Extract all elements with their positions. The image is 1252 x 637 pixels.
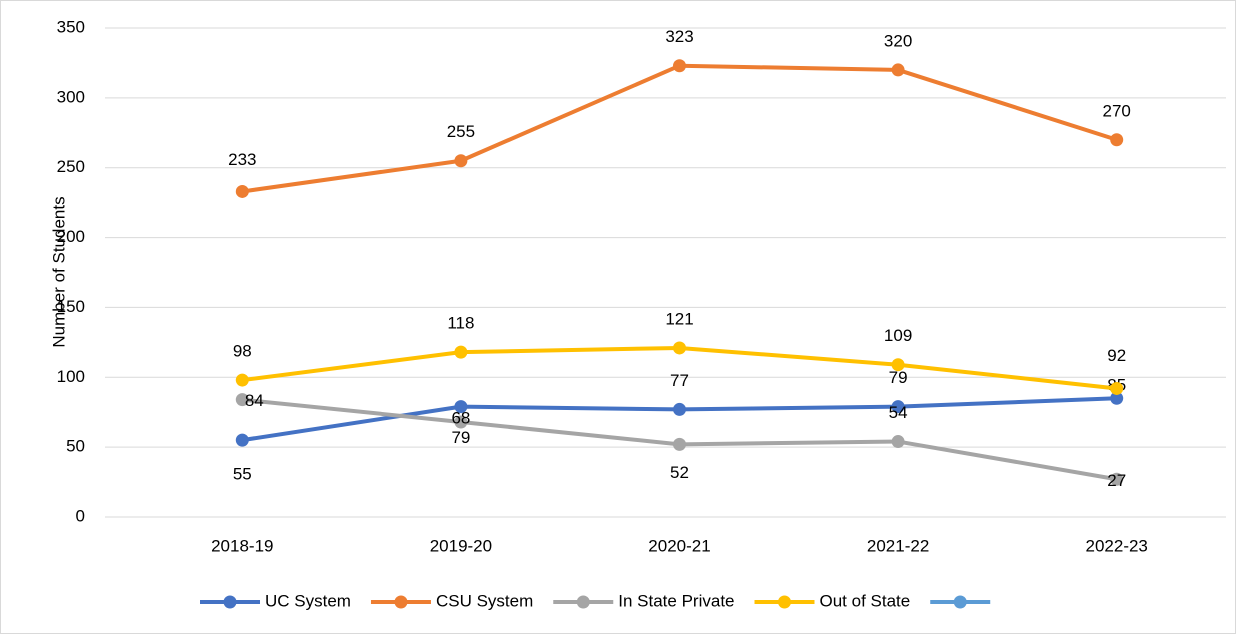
data-label: 92 bbox=[1107, 346, 1126, 365]
y-tick-label: 150 bbox=[57, 297, 85, 316]
point bbox=[673, 341, 686, 355]
point bbox=[1110, 381, 1124, 395]
point bbox=[235, 433, 249, 447]
y-tick-label: 250 bbox=[57, 157, 85, 176]
data-label: 54 bbox=[889, 403, 908, 422]
data-label: 323 bbox=[665, 27, 693, 46]
legend-marker bbox=[394, 595, 408, 609]
legend-label: In State Private bbox=[618, 591, 734, 610]
data-label: 52 bbox=[670, 463, 689, 482]
point bbox=[235, 393, 249, 407]
legend-marker bbox=[576, 595, 590, 609]
data-label: 98 bbox=[233, 342, 252, 361]
point bbox=[673, 402, 686, 416]
point bbox=[891, 435, 905, 449]
data-label: 77 bbox=[670, 371, 689, 390]
y-tick-label: 50 bbox=[66, 437, 85, 456]
y-tick-label: 100 bbox=[57, 367, 85, 386]
data-label: 121 bbox=[665, 309, 693, 328]
legend-label: Out of State bbox=[820, 591, 911, 610]
point bbox=[891, 63, 905, 77]
data-label: 118 bbox=[447, 314, 474, 333]
y-tick-label: 200 bbox=[57, 227, 85, 246]
data-label: 320 bbox=[884, 31, 912, 50]
legend-marker bbox=[778, 595, 791, 609]
data-label: 27 bbox=[1107, 471, 1126, 490]
y-tick-label: 300 bbox=[57, 87, 85, 106]
y-axis-title: Number of Students bbox=[49, 196, 68, 347]
point bbox=[1110, 133, 1124, 147]
point bbox=[891, 358, 905, 372]
point bbox=[454, 400, 468, 414]
point bbox=[235, 373, 249, 387]
y-tick-label: 350 bbox=[57, 17, 85, 36]
data-label: 270 bbox=[1103, 101, 1131, 120]
point bbox=[673, 437, 686, 451]
data-label: 68 bbox=[451, 408, 470, 427]
point bbox=[454, 415, 468, 429]
data-label: 79 bbox=[451, 428, 470, 447]
x-tick-label: 2022-23 bbox=[1086, 536, 1148, 555]
x-tick-label: 2020-21 bbox=[648, 536, 710, 555]
data-label: 233 bbox=[228, 150, 256, 169]
x-tick-label: 2018-19 bbox=[211, 536, 273, 555]
point bbox=[454, 345, 468, 359]
point bbox=[1110, 391, 1124, 405]
legend-marker bbox=[223, 595, 237, 609]
data-label: 255 bbox=[447, 122, 475, 141]
point bbox=[454, 154, 468, 168]
x-tick-label: 2019-20 bbox=[430, 536, 492, 555]
legend-label: CSU System bbox=[436, 591, 533, 610]
x-tick-label: 2021-22 bbox=[867, 536, 929, 555]
y-tick-label: 0 bbox=[76, 506, 85, 525]
data-label: 109 bbox=[884, 326, 912, 345]
point bbox=[891, 400, 905, 414]
data-label: 55 bbox=[233, 465, 252, 484]
point bbox=[235, 184, 249, 198]
point bbox=[673, 59, 686, 73]
data-label: 84 bbox=[245, 391, 264, 410]
legend-label: UC System bbox=[265, 591, 351, 610]
data-label: 79 bbox=[889, 368, 908, 387]
legend-marker bbox=[953, 595, 967, 609]
point bbox=[1110, 472, 1124, 486]
